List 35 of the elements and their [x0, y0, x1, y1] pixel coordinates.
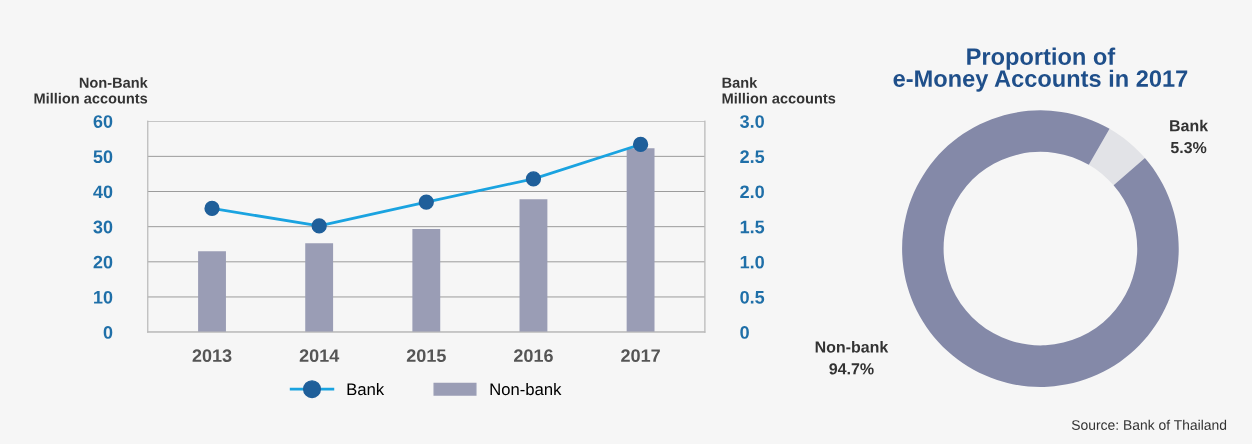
x-tick-label: 2016	[513, 349, 553, 363]
donut-slice	[1088, 128, 1145, 186]
bar	[626, 148, 655, 333]
x-tick-label: 2014	[299, 349, 340, 363]
y2-tick-label: 0	[740, 326, 749, 339]
y-tick-label: 50	[93, 150, 113, 164]
y2-tick-label: 2.0	[740, 185, 764, 199]
y-tick-label: 0	[103, 326, 113, 339]
bar	[412, 229, 441, 333]
y-tick-label: 40	[93, 185, 113, 199]
source-note: Source: Bank of Thailand	[1071, 419, 1227, 430]
y-tick-label: 60	[93, 115, 113, 128]
data-label: 94.7%	[829, 363, 874, 375]
x-tick-label: 2017	[621, 349, 660, 363]
y2-tick-label: 1.5	[740, 220, 765, 234]
y-tick-label: 30	[93, 220, 113, 234]
bar	[519, 199, 548, 333]
data-label: 5.3%	[1170, 141, 1207, 154]
y-tick-label: 10	[94, 290, 113, 304]
x-tick-label: 2015	[406, 349, 446, 363]
slice-label: Non-bank	[815, 340, 889, 353]
legend-label: Non-bank	[490, 382, 562, 396]
y2-tick-label: 2.5	[740, 150, 765, 164]
y2-tick-label: 0.5	[740, 290, 765, 304]
chart-title: Proportion of e-Money Accounts in 2017	[893, 47, 1188, 92]
y-axis-title: Non-Bank Million accounts	[34, 77, 148, 104]
x-tick-label: 2013	[192, 349, 232, 363]
bar	[305, 243, 334, 333]
y2-tick-label: 1.0	[740, 255, 764, 269]
slice-label: Bank	[1170, 119, 1209, 132]
y2-axis-title: Bank Million accounts	[722, 77, 836, 104]
bar	[198, 251, 226, 333]
y-tick-label: 20	[93, 255, 113, 269]
y2-tick-label: 3.0	[740, 115, 764, 128]
legend-label: Bank	[347, 382, 385, 396]
